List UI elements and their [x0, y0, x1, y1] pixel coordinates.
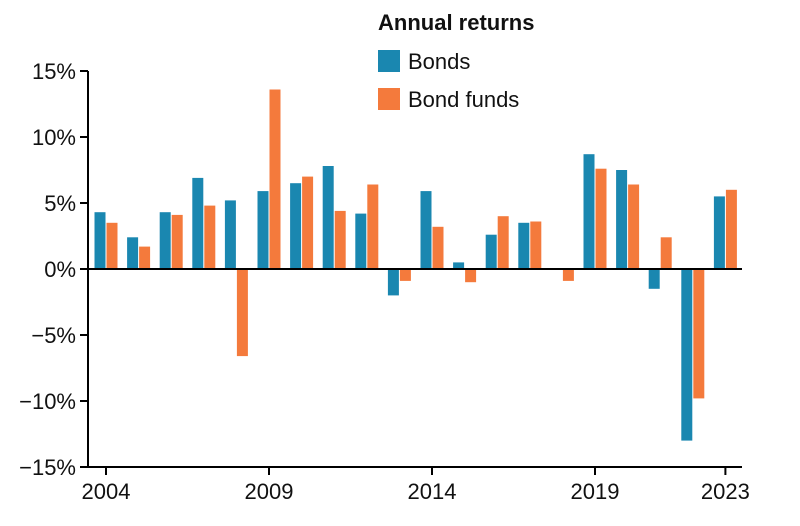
- x-tick-label: 2023: [701, 479, 750, 504]
- bars-layer: [94, 89, 737, 441]
- y-tick-label: 15%: [32, 59, 76, 84]
- bar-bond-funds-2004: [106, 222, 118, 269]
- y-tick-label: 10%: [32, 125, 76, 150]
- bar-bonds-2023: [713, 196, 725, 269]
- y-tick-label: −10%: [19, 389, 76, 414]
- bar-bond-funds-2011: [334, 210, 346, 269]
- y-tick-label: 0%: [44, 257, 76, 282]
- bar-bonds-2021: [648, 269, 660, 289]
- bar-bond-funds-2022: [693, 269, 705, 399]
- bar-bond-funds-2008: [236, 269, 248, 357]
- bar-bond-funds-2010: [302, 176, 314, 269]
- bar-bond-funds-2009: [269, 89, 281, 269]
- legend: Annual returns Bonds Bond funds: [378, 10, 534, 112]
- legend-swatch-bond-funds: [378, 88, 400, 110]
- bar-bonds-2005: [127, 237, 139, 269]
- bar-bond-funds-2015: [465, 269, 477, 283]
- bar-bonds-2016: [485, 234, 497, 269]
- legend-title: Annual returns: [378, 10, 534, 35]
- bar-bonds-2007: [192, 177, 204, 269]
- bar-bonds-2009: [257, 191, 269, 269]
- bar-bonds-2012: [355, 213, 367, 269]
- legend-swatch-bonds: [378, 50, 400, 72]
- legend-label-bonds: Bonds: [408, 49, 470, 74]
- bar-bond-funds-2014: [432, 226, 444, 269]
- bar-bond-funds-2018: [562, 269, 574, 281]
- x-axis: 2004 2009 2014 2019 2023: [82, 467, 750, 504]
- y-axis: 15% 10% 5% 0% −5% −10% −15%: [19, 59, 88, 480]
- bar-bond-funds-2021: [660, 237, 672, 269]
- y-tick-label: −5%: [31, 323, 76, 348]
- bar-bonds-2015: [453, 262, 465, 269]
- bar-bonds-2006: [159, 212, 171, 269]
- legend-label-bond-funds: Bond funds: [408, 87, 519, 112]
- bar-bond-funds-2016: [497, 216, 509, 269]
- bar-bond-funds-2013: [399, 269, 411, 281]
- bar-bonds-2020: [616, 170, 628, 269]
- x-tick-label: 2019: [571, 479, 620, 504]
- bar-bonds-2019: [583, 154, 595, 269]
- bar-bond-funds-2005: [139, 246, 151, 269]
- bar-bonds-2013: [387, 269, 399, 296]
- bar-bonds-2017: [518, 222, 530, 269]
- x-tick-label: 2014: [408, 479, 457, 504]
- x-tick-label: 2004: [82, 479, 131, 504]
- bar-bonds-2022: [681, 269, 693, 441]
- bar-bonds-2004: [94, 212, 106, 269]
- y-tick-label: −15%: [19, 455, 76, 480]
- bar-bond-funds-2020: [628, 184, 640, 269]
- bar-bonds-2011: [322, 166, 334, 269]
- bar-bond-funds-2006: [171, 214, 183, 269]
- y-tick-label: 5%: [44, 191, 76, 216]
- bar-bonds-2010: [290, 183, 302, 269]
- bar-bond-funds-2007: [204, 205, 216, 269]
- x-tick-label: 2009: [245, 479, 294, 504]
- bar-bonds-2014: [420, 191, 432, 269]
- bar-bond-funds-2017: [530, 221, 542, 269]
- bar-bond-funds-2012: [367, 184, 379, 269]
- bar-bond-funds-2023: [725, 189, 737, 269]
- bar-bonds-2008: [224, 200, 236, 269]
- bar-bond-funds-2019: [595, 168, 607, 269]
